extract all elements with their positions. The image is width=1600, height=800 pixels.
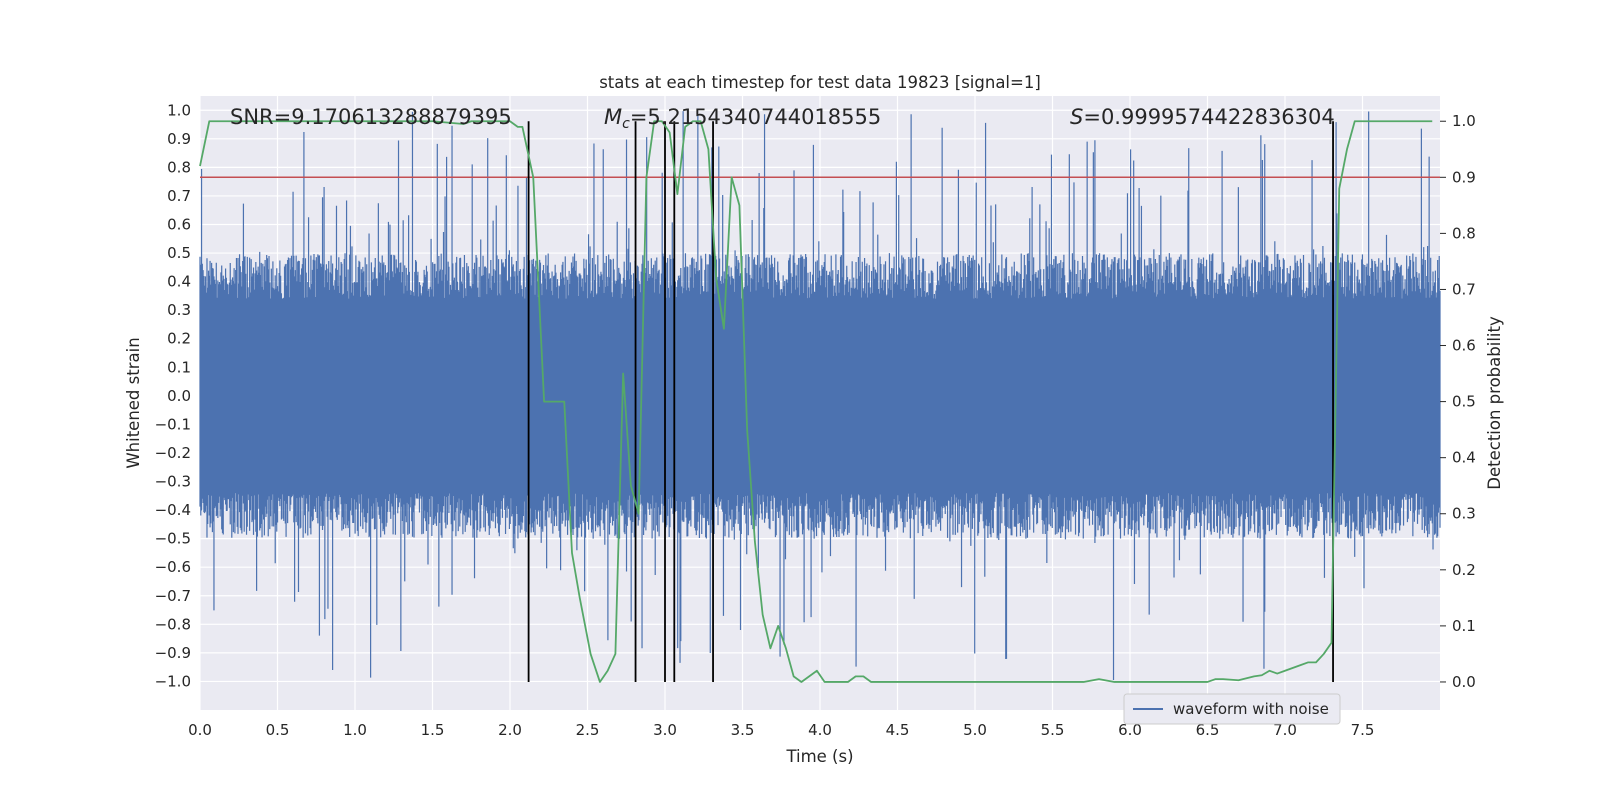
y-tick-label: −0.1 xyxy=(155,415,191,433)
y-tick-label: 0.4 xyxy=(167,273,191,291)
y-tick-label: −0.9 xyxy=(155,644,191,662)
y2-tick-label: 0.0 xyxy=(1452,673,1476,691)
y-tick-label: 0.2 xyxy=(167,330,191,348)
x-tick-label: 4.5 xyxy=(886,721,910,739)
probability-line xyxy=(199,120,1433,683)
legend-box xyxy=(1123,693,1341,725)
score-symbol: S xyxy=(1070,105,1083,129)
x-tick-label: 7.5 xyxy=(1351,721,1375,739)
y2-tick-label: 0.6 xyxy=(1452,337,1476,355)
x-axis-label: Time (s) xyxy=(785,747,853,766)
y2-tick-label: 1.0 xyxy=(1452,112,1476,130)
y2-tick-label: 0.3 xyxy=(1452,505,1476,523)
snr-annotation: SNR=9.170613288879395 xyxy=(230,105,512,129)
y-tick-label: 0.7 xyxy=(167,187,191,205)
vertical-lines xyxy=(527,121,1334,682)
y2-axis-label: Detection probability xyxy=(1485,316,1504,490)
x-tick-label: 6.0 xyxy=(1118,721,1142,739)
y2-tick-label: 0.2 xyxy=(1452,561,1476,579)
y-tick-label: −1.0 xyxy=(155,672,191,690)
score-annotation: S=0.9999574422836304 xyxy=(1070,105,1335,129)
y-tick-label: 0.3 xyxy=(167,301,191,319)
y-tick-label: 1.0 xyxy=(167,101,191,119)
x-tick-label: 7.0 xyxy=(1273,721,1297,739)
probability-series xyxy=(199,120,1433,683)
score-value: =0.9999574422836304 xyxy=(1083,105,1334,129)
x-tick-label: 6.5 xyxy=(1196,721,1220,739)
y-tick-label: −0.7 xyxy=(155,587,191,605)
y-tick-label: −0.6 xyxy=(155,558,191,576)
x-tick-label: 2.5 xyxy=(576,721,600,739)
legend-label: waveform with noise xyxy=(1173,700,1329,718)
chart-title: stats at each timestep for test data 198… xyxy=(599,73,1041,92)
y2-tick-label: 0.4 xyxy=(1452,449,1476,467)
legend: waveform with noise xyxy=(1123,693,1341,725)
x-tick-label: 4.0 xyxy=(808,721,832,739)
y2-tick-label: 0.8 xyxy=(1452,224,1476,242)
chirp-mass-symbol: M xyxy=(604,105,622,129)
y-tick-label: −0.4 xyxy=(155,501,191,519)
y-axis-label: Whitened strain xyxy=(124,337,143,468)
y2-tick-label: 0.7 xyxy=(1452,280,1476,298)
y-tick-label: −0.8 xyxy=(155,615,191,633)
y-tick-label: 0.6 xyxy=(167,216,191,234)
chirp-mass-value: =5.2154340744018555 xyxy=(630,105,881,129)
y2-tick-label: 0.1 xyxy=(1452,617,1476,635)
y-tick-label: 0.5 xyxy=(167,244,191,262)
chirp-mass-subscript: c xyxy=(622,116,630,132)
x-tick-label: 1.0 xyxy=(343,721,367,739)
waveform-trace xyxy=(199,111,1441,681)
x-tick-label: 3.5 xyxy=(731,721,755,739)
x-tick-label: 5.5 xyxy=(1041,721,1065,739)
y2-tick-label: 0.9 xyxy=(1452,168,1476,186)
y-tick-label: 0.9 xyxy=(167,130,191,148)
y-axis-left: 1.0 0.9 0.8 0.7 0.6 0.5 0.4 0.3 0.2 0.1 0.0 −0.1 −0.… xyxy=(155,101,191,690)
y-tick-label: −0.5 xyxy=(155,530,191,548)
x-tick-label: 2.0 xyxy=(498,721,522,739)
x-tick-label: 3.0 xyxy=(653,721,677,739)
y-tick-label: 0.0 xyxy=(167,387,191,405)
y-tick-label: −0.3 xyxy=(155,473,191,491)
y2-tick-label: 0.5 xyxy=(1452,393,1476,411)
chirp-mass-annotation: Mc=5.2154340744018555 xyxy=(604,105,881,132)
y-tick-label: 0.1 xyxy=(167,358,191,376)
y-tick-label: 0.8 xyxy=(167,158,191,176)
x-axis: 0.0 0.5 1.0 1.5 2.0 2.5 3.0 3.5 4.0 4.5 5.0 5.5 6.0 6… xyxy=(188,721,1374,739)
y-axis-right: 1.0 0.9 0.8 0.7 0.6 0.5 0.4 0.3 0.2 0.1 0.0 xyxy=(1440,112,1476,691)
x-tick-label: 1.5 xyxy=(421,721,445,739)
x-tick-label: 0.0 xyxy=(188,721,212,739)
y-tick-label: −0.2 xyxy=(155,444,191,462)
x-tick-label: 0.5 xyxy=(266,721,290,739)
x-tick-label: 5.0 xyxy=(963,721,987,739)
waveform-series xyxy=(199,111,1441,681)
